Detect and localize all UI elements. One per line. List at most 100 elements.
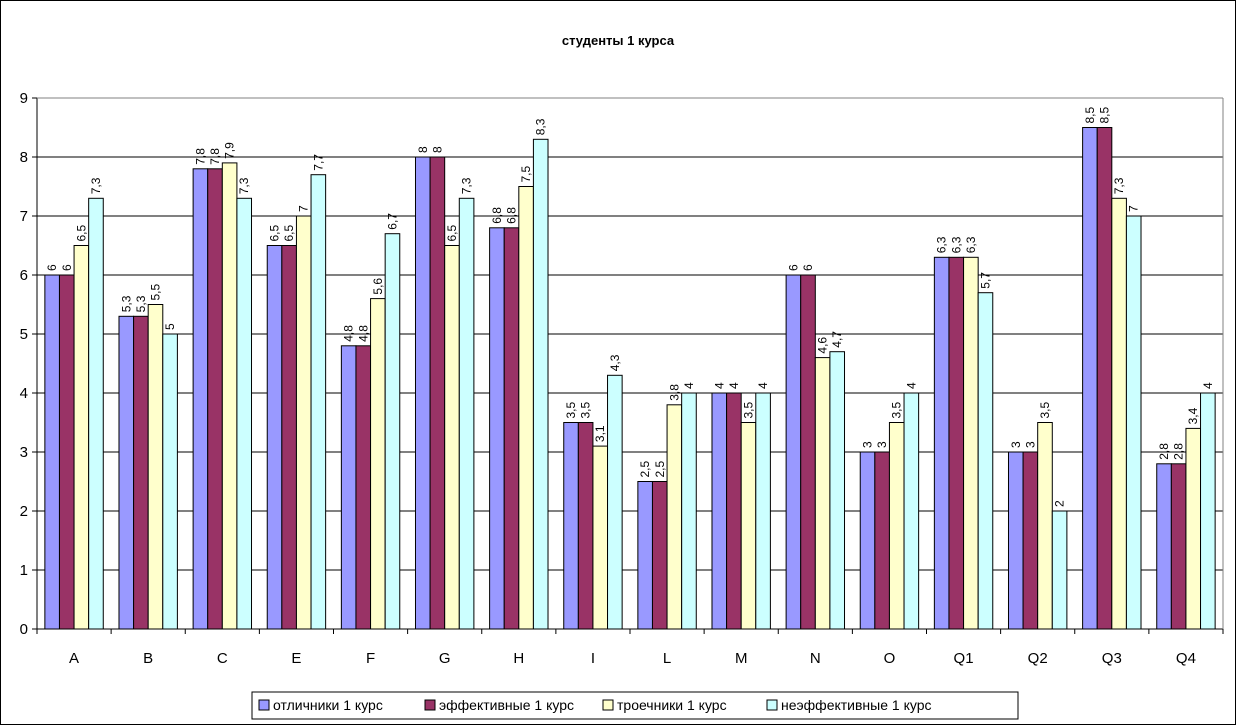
x-tick-label: L	[663, 650, 671, 667]
x-tick-label: C	[217, 650, 228, 667]
data-label: 6,3	[964, 236, 978, 253]
bar	[281, 245, 297, 630]
data-label: 6,3	[935, 236, 949, 253]
data-label: 6,5	[268, 224, 282, 241]
y-tick-label: 6	[20, 267, 28, 284]
legend-label: неэффективные 1 курс	[781, 697, 932, 713]
data-label: 6	[60, 264, 74, 271]
data-label: 4,6	[816, 337, 830, 354]
y-tick-label: 3	[20, 444, 28, 461]
bar	[444, 245, 460, 630]
bar	[73, 245, 90, 630]
bar	[1007, 451, 1024, 630]
y-tick-label: 4	[20, 385, 28, 402]
bar	[1125, 215, 1142, 630]
data-label: 5,3	[119, 295, 133, 312]
chart-title: студенты 1 курса	[562, 33, 675, 48]
data-label: 4	[682, 382, 696, 389]
bar	[814, 357, 831, 630]
bar	[681, 392, 697, 630]
data-label: 2,5	[638, 460, 652, 477]
data-label: 7,3	[237, 177, 251, 194]
x-tick-label: Q1	[954, 650, 974, 667]
data-label: 6,5	[445, 224, 459, 241]
bar	[1170, 463, 1187, 630]
bar	[933, 256, 950, 630]
bar	[532, 138, 549, 630]
y-axis-ticks: 0 1 2 3 4 5 6 7 8 9	[20, 90, 37, 638]
bar	[295, 215, 312, 630]
bar	[1156, 463, 1172, 630]
data-label: 7	[1127, 205, 1141, 212]
y-tick-label: 0	[20, 621, 28, 638]
y-tick-label: 7	[20, 208, 28, 225]
data-label: 3	[1023, 441, 1037, 448]
bar	[1096, 127, 1113, 630]
data-label: 6,5	[74, 224, 88, 241]
y-tick-label: 8	[20, 149, 28, 166]
bar	[874, 451, 890, 630]
bar	[133, 315, 149, 630]
x-tick-label: I	[591, 650, 595, 667]
bar	[888, 422, 905, 630]
x-tick-label: B	[143, 650, 153, 667]
x-axis-ticks: A B C E F G H I L M N O Q1 Q2 Q3 Q4	[36, 629, 1224, 667]
bar	[592, 445, 609, 630]
bar	[1051, 510, 1068, 630]
bar	[503, 227, 520, 630]
data-label: 8,5	[1098, 106, 1112, 123]
legend-swatch	[766, 699, 778, 711]
data-label: 4,8	[356, 325, 370, 342]
bar	[637, 481, 653, 630]
bar	[236, 197, 253, 630]
bar	[340, 345, 357, 630]
bar	[1082, 127, 1098, 630]
bar	[977, 292, 994, 630]
data-label: 7,3	[460, 177, 474, 194]
legend: отличники 1 курс эффективные 1 курс троечн…	[251, 691, 1019, 720]
bar	[384, 233, 401, 630]
bar	[489, 227, 505, 630]
bar	[755, 392, 771, 630]
legend-swatch	[602, 699, 614, 711]
bar	[1037, 422, 1053, 630]
data-label: 7,8	[193, 148, 207, 165]
axes	[36, 97, 1224, 630]
bar	[1185, 427, 1202, 630]
bar	[785, 274, 802, 630]
data-label: 5,7	[978, 272, 992, 289]
bar	[414, 156, 431, 630]
legend-label: эффективные 1 курс	[439, 697, 574, 713]
x-tick-label: E	[291, 650, 301, 667]
bar	[518, 186, 534, 630]
bar	[1111, 197, 1127, 630]
data-label: 8	[430, 146, 444, 153]
bar	[829, 351, 846, 630]
data-label: 8,5	[1083, 106, 1097, 123]
x-tick-label: F	[366, 650, 375, 667]
bar	[58, 274, 75, 630]
bar	[370, 298, 386, 630]
x-tick-label: H	[513, 650, 524, 667]
bar	[458, 197, 475, 630]
data-label: 3	[861, 441, 875, 448]
data-label: 3,1	[593, 425, 607, 442]
data-label: 4	[904, 382, 918, 389]
bar	[192, 168, 209, 630]
data-label: 6,5	[282, 224, 296, 241]
x-tick-label: Q4	[1176, 650, 1196, 667]
bar	[740, 422, 757, 630]
legend-label: отличники 1 курс	[273, 697, 383, 713]
bar	[355, 345, 372, 630]
data-label: 7	[297, 205, 311, 212]
legend-label: троечники 1 курс	[617, 697, 727, 713]
data-label: 5	[163, 323, 177, 330]
data-label: 5,6	[371, 278, 385, 295]
y-tick-label: 2	[20, 503, 28, 520]
data-label: 4,7	[830, 331, 844, 348]
x-tick-label: Q2	[1028, 650, 1048, 667]
bar	[903, 392, 920, 630]
legend-swatch	[258, 699, 270, 711]
data-label: 6,3	[949, 236, 963, 253]
data-label: 3,5	[890, 401, 904, 418]
